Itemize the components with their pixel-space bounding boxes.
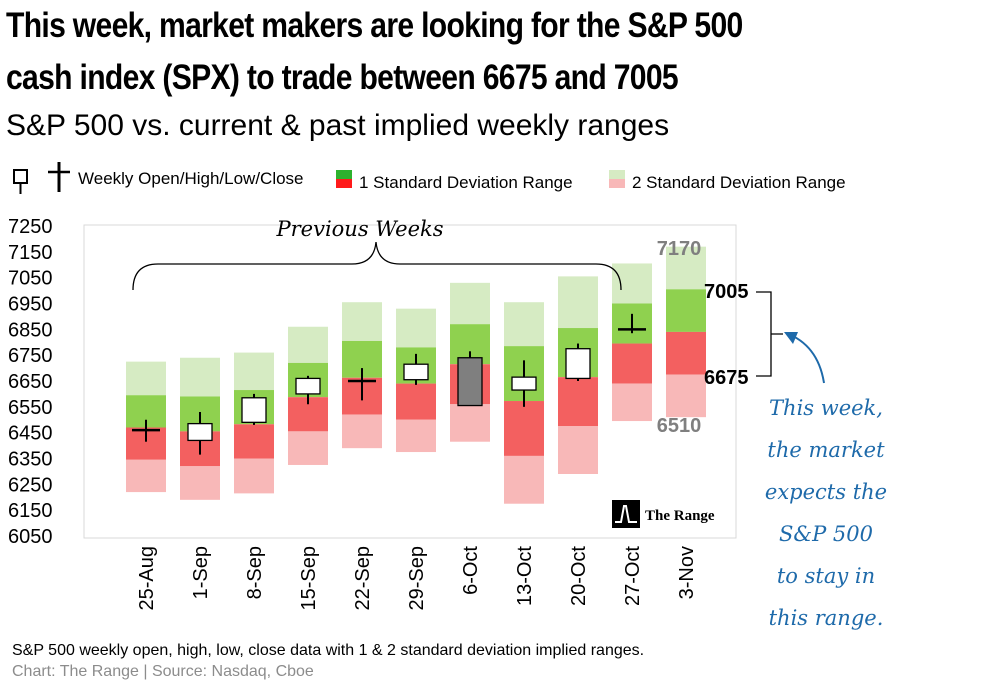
x-tick-label: 13-Oct	[514, 546, 536, 606]
sd1-upper-band	[666, 289, 706, 332]
y-tick-label: 6950	[8, 294, 53, 316]
title-line-2: cash index (SPX) to trade between 6675 a…	[6, 58, 679, 97]
sd2-lower-band	[450, 404, 490, 442]
x-tick-label: 1-Sep	[190, 546, 212, 599]
y-tick-label: 6850	[8, 319, 53, 341]
y-tick-label: 6650	[8, 371, 53, 393]
range-bars	[126, 246, 706, 504]
sd2-upper-band	[666, 246, 706, 290]
sd2-upper-band	[288, 326, 328, 363]
logo-text: The Range	[645, 508, 715, 524]
sd2-lower-band	[396, 419, 436, 453]
sd2-upper-band	[504, 302, 544, 347]
footer-source: Chart: The Range | Source: Nasdaq, Cboe	[12, 663, 314, 680]
legend-sd1-label: 1 Standard Deviation Range	[359, 173, 573, 192]
label-sd2-high: 7170	[657, 238, 702, 260]
x-tick-label: 22-Sep	[352, 546, 374, 611]
candle-body	[241, 397, 267, 423]
sd2-upper-band	[558, 276, 598, 329]
chart-subtitle: S&P 500 vs. current & past implied weekl…	[6, 109, 670, 142]
legend-ohlc-label: Weekly Open/High/Low/Close	[78, 169, 304, 188]
sd2-upper-band	[126, 361, 166, 396]
sd2-lower-band	[558, 426, 598, 474]
x-tick-label: 8-Sep	[244, 546, 266, 599]
label-sd1-low: 6675	[704, 367, 749, 389]
candle-body	[295, 377, 321, 395]
x-tick-label: 27-Oct	[622, 546, 644, 606]
legend-ohlc-icon	[13, 162, 70, 194]
candle-body	[187, 422, 213, 442]
sd1-lower-band	[612, 343, 652, 384]
label-sd1-high: 7005	[704, 281, 749, 303]
y-tick-label: 7150	[8, 242, 53, 264]
sd2-lower-band	[126, 459, 166, 493]
sd2-lower-band	[504, 455, 544, 504]
x-axis: 25-Aug 1-Sep 8-Sep 15-Sep 22-Sep 29-Sep 6-Oct 1…	[136, 546, 698, 611]
sd2-upper-band	[234, 352, 274, 391]
sd1-lower-band	[558, 377, 598, 427]
sd2-lower-band	[288, 431, 328, 465]
sd2-lower-band	[180, 466, 220, 500]
callout-line: the market	[767, 438, 885, 462]
legend-sd1-swatch	[336, 170, 352, 188]
y-tick-label: 6350	[8, 449, 53, 471]
y-axis: 6050 6150 6250 6350 6450 6550 6650 6750 6850 6950…	[8, 216, 53, 548]
callout-line: This week,	[769, 396, 883, 420]
y-tick-label: 6250	[8, 474, 53, 496]
previous-weeks-label: Previous Weeks	[275, 217, 443, 241]
callout-line: S&P 500	[779, 522, 873, 546]
sd2-lower-band	[342, 414, 382, 449]
x-tick-label: 29-Sep	[406, 546, 428, 611]
sd2-upper-band	[180, 357, 220, 397]
footer-description: S&P 500 weekly open, high, low, close da…	[12, 642, 645, 659]
sd2-lower-band	[234, 458, 274, 494]
x-tick-label: 3-Nov	[676, 546, 698, 599]
candle-body	[565, 348, 591, 380]
x-tick-label: 20-Oct	[568, 546, 590, 606]
the-range-logo: The Range	[612, 500, 715, 528]
sd1-lower-band	[396, 383, 436, 420]
y-tick-label: 6550	[8, 397, 53, 419]
y-tick-label: 6150	[8, 500, 53, 522]
sd1-lower-band	[504, 401, 544, 456]
legend-sd2-label: 2 Standard Deviation Range	[632, 173, 846, 192]
candle-body	[403, 363, 429, 381]
x-tick-label: 6-Oct	[460, 546, 482, 595]
sd1-lower-band	[666, 331, 706, 375]
y-tick-label: 6450	[8, 423, 53, 445]
callout-line: to stay in	[776, 564, 876, 588]
title-line-1: This week, market makers are looking for…	[6, 6, 743, 45]
sd2-lower-band	[612, 383, 652, 422]
legend-sd2-swatch	[609, 170, 625, 188]
sd2-upper-band	[342, 302, 382, 341]
y-tick-label: 6750	[8, 345, 53, 367]
sd2-upper-band	[612, 263, 652, 304]
candle-body	[457, 357, 483, 407]
sd1-lower-band	[234, 424, 274, 459]
sd2-upper-band	[450, 282, 490, 325]
callout-text: This week, the market expects the S&P 50…	[736, 387, 916, 639]
label-sd2-low: 6510	[657, 415, 702, 437]
x-tick-label: 15-Sep	[298, 546, 320, 611]
callout-arrowhead	[784, 332, 798, 344]
previous-weeks-brace	[132, 241, 622, 291]
sd2-upper-band	[396, 308, 436, 348]
x-tick-label: 25-Aug	[136, 546, 158, 611]
y-tick-label: 6050	[8, 526, 53, 548]
callout-line: expects the	[764, 480, 888, 504]
y-tick-label: 7050	[8, 268, 53, 290]
y-tick-label: 7250	[8, 216, 53, 238]
range-bracket	[756, 291, 783, 377]
ohlc-candles	[132, 313, 646, 455]
sd2-lower-band	[666, 374, 706, 418]
candle-body	[511, 376, 537, 391]
callout-line: this range.	[768, 606, 884, 630]
